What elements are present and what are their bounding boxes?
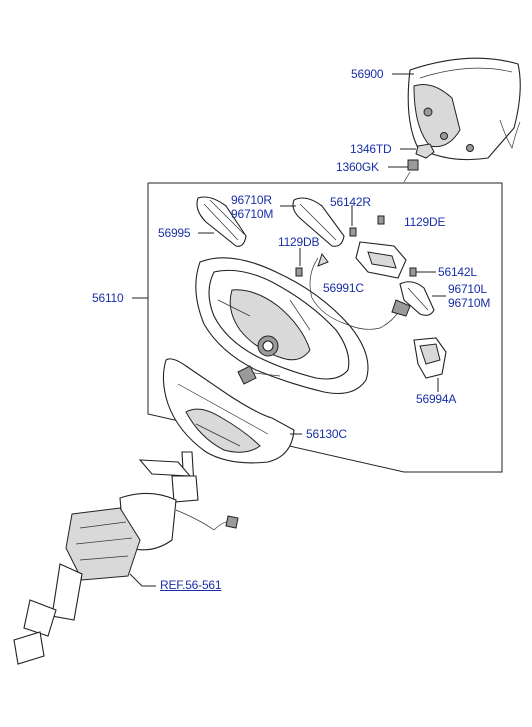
label-56130c: 56130C	[306, 427, 347, 441]
switch-assembly-right	[355, 241, 417, 279]
ref-link[interactable]: REF.56-561	[160, 578, 222, 592]
wiring-56991c	[309, 252, 411, 330]
steering-column	[13, 451, 239, 665]
assembly-frame	[147, 182, 503, 473]
label-96710r: 96710R	[231, 193, 272, 207]
switch-cover-96710r	[292, 197, 345, 247]
label-1346td: 1346TD	[350, 142, 392, 156]
airbag-module	[407, 57, 521, 161]
switch-cover-56995	[196, 196, 247, 247]
label-1360gk: 1360GK	[336, 160, 379, 174]
label-56995: 56995	[158, 226, 191, 240]
label-96710m-top: 96710M	[231, 207, 274, 221]
label-56142r: 56142R	[330, 195, 371, 209]
label-56142l: 56142L	[438, 265, 477, 279]
label-96710l: 96710L	[448, 282, 487, 296]
label-1129db: 1129DB	[278, 235, 320, 249]
label-56110: 56110	[92, 291, 124, 305]
lower-cover-56130c	[162, 358, 295, 464]
steering-wheel	[195, 257, 369, 395]
label-56900: 56900	[351, 67, 384, 81]
bolt-1360gk	[403, 159, 419, 183]
screw-1129de	[377, 215, 385, 225]
switch-cover-96710l	[399, 281, 435, 316]
bracket-56994a	[413, 337, 447, 379]
label-56994a: 56994A	[416, 392, 457, 406]
nut-1346td	[415, 143, 435, 159]
screw-56142r	[349, 227, 357, 237]
label-56991c: 56991C	[323, 281, 364, 295]
label-96710m-right: 96710M	[448, 296, 491, 310]
screw-1129db	[295, 267, 303, 277]
label-1129de: 1129DE	[404, 215, 446, 229]
